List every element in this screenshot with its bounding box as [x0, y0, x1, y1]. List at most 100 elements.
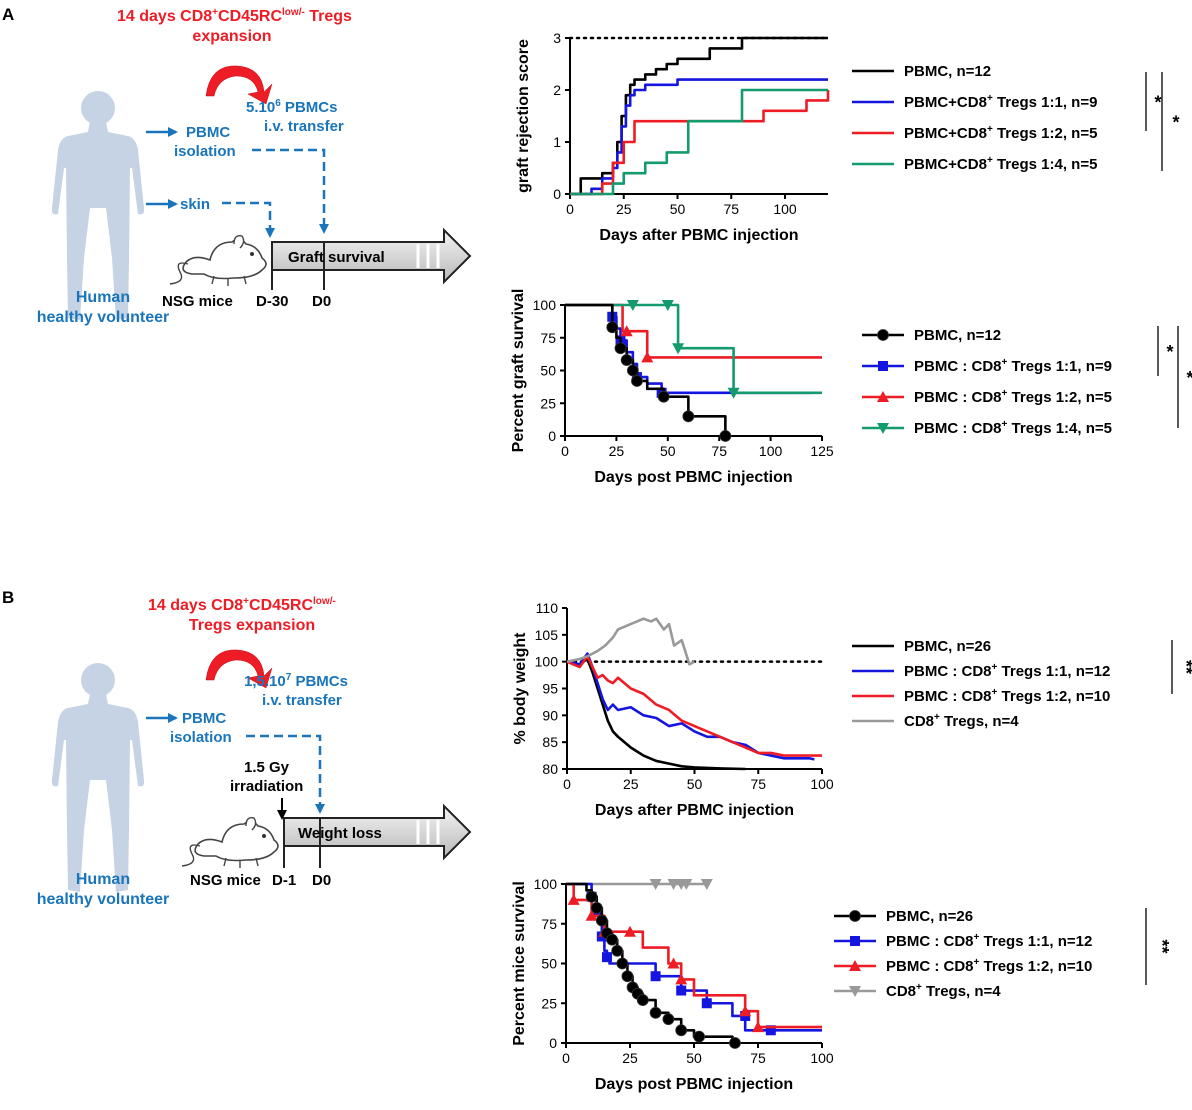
series-marker-0 — [649, 879, 662, 890]
panel-b-transfer: i.v. transfer — [262, 692, 342, 709]
x-tick-label: 25 — [616, 201, 632, 217]
chart-b2: 0 25 50 75 100 0 25 50 75 100 Days post PBMC injec… — [511, 876, 1172, 1093]
series-marker-3 — [590, 901, 603, 914]
charts: 0 25 50 75 100 0 1 2 3 Days after PBMC injection g… — [510, 30, 1192, 1093]
significance-star: * — [1166, 342, 1173, 362]
y-tick-label: 0 — [549, 1035, 557, 1051]
series-marker-0 — [667, 879, 680, 890]
series-marker-3 — [585, 890, 598, 903]
panel-b-timeline-label: Weight loss — [298, 825, 382, 842]
panel-b-human-label: Human — [76, 871, 130, 888]
chart-b1: 0 25 50 75 100 80 85 90 95 100 105 110 Days after PB… — [512, 600, 1192, 819]
x-tick-label: 50 — [660, 443, 676, 459]
series-marker-3 — [631, 375, 643, 387]
legend-marker — [850, 936, 860, 946]
mouse-icon — [169, 234, 267, 287]
y-axis-label: % body weight — [512, 632, 529, 745]
panel-b-irradiation-dose: 1.5 Gy — [244, 759, 290, 776]
series-marker-3 — [606, 933, 618, 946]
series-line-3 — [570, 88, 828, 196]
dashed-arrow-icon — [246, 734, 325, 814]
y-tick-label: 0 — [548, 428, 556, 444]
panel-a-expansion-subtitle: expansion — [192, 28, 271, 45]
series-marker-3 — [719, 430, 732, 442]
series-marker-3 — [649, 1006, 662, 1019]
panel-a-expansion-title: 14 days CD8+CD45RClow/- Tregs — [117, 7, 352, 25]
series-marker-2 — [624, 925, 636, 937]
y-tick-label: 100 — [534, 876, 558, 892]
chart-a2: 0 25 50 75 100 125 0 25 50 75 100 Days post PBMC in… — [510, 289, 1192, 486]
curved-arrow-icon — [205, 649, 273, 689]
legend-label: CD8+ Tregs, n=4 — [886, 982, 1001, 1000]
y-tick-label: 100 — [535, 654, 559, 670]
y-axis-label: graft rejection score — [515, 39, 532, 193]
panel-a-isolation: isolation — [174, 143, 236, 160]
y-tick-label: 110 — [536, 600, 559, 616]
x-tick-label: 100 — [810, 776, 834, 792]
panel-a-human-sublabel: healthy volunteer — [37, 309, 169, 326]
legend-label: PBMC, n=26 — [886, 908, 973, 925]
legend-marker — [877, 423, 889, 434]
legend-label: PBMC : CD8+ Tregs 1:1, n=12 — [904, 662, 1110, 680]
human-icon — [51, 91, 145, 320]
series-marker-2 — [739, 1005, 752, 1017]
significance-star: * — [1186, 368, 1192, 388]
legend-label: CD8+ Tregs, n=4 — [904, 712, 1019, 730]
y-axis-label: Percent mice survival — [511, 881, 528, 1046]
panel-a-pbmc: PBMC — [186, 124, 230, 141]
panel-a-human-label: Human — [76, 289, 130, 306]
panel-b-expansion-subtitle: Tregs expansion — [189, 617, 315, 634]
curved-arrow-icon — [205, 65, 273, 105]
series-marker-3 — [595, 914, 608, 927]
series-marker-3 — [611, 944, 624, 957]
x-tick-label: 25 — [622, 1050, 638, 1066]
series-marker-3 — [682, 410, 695, 423]
legend-marker — [877, 391, 889, 402]
x-tick-label: 100 — [759, 443, 783, 459]
panel-a-label: A — [2, 5, 14, 24]
series-line-2 — [570, 90, 830, 196]
series-line-1 — [565, 303, 822, 359]
x-tick-label: 25 — [623, 776, 639, 792]
y-tick-label: 2 — [553, 82, 561, 98]
series-marker-1 — [650, 971, 661, 982]
panel-b-day-start: D-1 — [272, 872, 296, 889]
mouse-icon — [181, 816, 279, 869]
y-tick-label: 75 — [540, 330, 556, 346]
dashed-arrow-icon — [222, 201, 275, 238]
series-marker-0 — [700, 879, 713, 890]
x-tick-label: 75 — [711, 443, 727, 459]
legend-marker — [877, 329, 889, 341]
y-tick-label: 75 — [541, 916, 557, 932]
x-tick-label: 100 — [773, 201, 797, 217]
y-tick-label: 105 — [535, 627, 559, 643]
series-marker-2 — [585, 909, 598, 921]
x-axis-label: Days after PBMC injection — [599, 227, 798, 244]
x-tick-label: 125 — [810, 443, 834, 459]
legend-label: PBMC, n=12 — [914, 327, 1001, 344]
series-marker-3 — [616, 957, 629, 970]
x-tick-label: 25 — [609, 443, 625, 459]
panel-b-mice-label: NSG mice — [190, 872, 261, 889]
series-marker-3 — [626, 364, 639, 377]
panel-b-dose: 1,5.107 PBMCs — [244, 672, 348, 690]
series-marker-1 — [701, 998, 712, 1009]
panel-a-day-start: D-30 — [256, 293, 289, 310]
y-tick-label: 50 — [541, 956, 557, 972]
y-tick-label: 25 — [540, 395, 556, 411]
x-tick-label: 75 — [750, 776, 766, 792]
panel-a-mice-label: NSG mice — [162, 293, 233, 310]
legend-label: PBMC : CD8+ Tregs 1:1, n=12 — [886, 932, 1092, 950]
legend-label: PBMC+CD8+ Tregs 1:2, n=5 — [904, 124, 1097, 142]
series-marker-0 — [680, 879, 693, 890]
series-marker-1 — [676, 985, 687, 996]
y-tick-label: 50 — [540, 363, 556, 379]
y-tick-label: 80 — [542, 761, 558, 777]
x-tick-label: 50 — [687, 776, 703, 792]
x-axis-label: Days after PBMC injection — [595, 802, 794, 819]
y-tick-label: 0 — [553, 186, 561, 202]
x-axis-label: Days post PBMC injection — [595, 1076, 793, 1093]
legend-marker — [849, 910, 861, 922]
series-line-2 — [566, 655, 822, 757]
x-tick-label: 50 — [686, 1050, 702, 1066]
